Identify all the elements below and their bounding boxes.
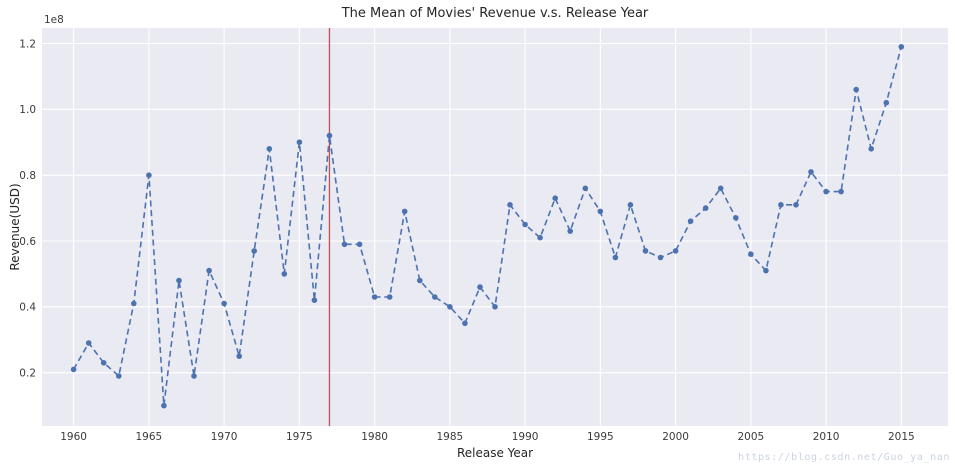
data-point-marker [808,169,814,175]
x-tick-label: 1980 [361,431,388,443]
data-point-marker [672,248,679,254]
data-point-marker [868,146,874,152]
x-tick-label: 2005 [737,431,764,443]
data-point-marker [627,202,634,208]
watermark-url: https://blog.csdn.net/Guo_ya_nan [738,452,950,463]
chart-title: The Mean of Movies' Revenue v.s. Release… [341,6,649,21]
mean-revenue-series [70,44,905,409]
y-tick-label: 0.6 [19,236,36,248]
data-point-marker [612,254,619,261]
data-point-marker [492,304,498,310]
x-tick-label: 1970 [211,431,238,443]
data-point-marker [146,172,152,178]
data-point-marker [191,373,197,379]
x-tick-label: 1985 [436,431,463,443]
data-point-marker [522,221,528,228]
data-point-marker [417,277,423,284]
data-point-marker [823,188,829,195]
y-tick-label: 0.8 [19,170,36,182]
data-point-marker [236,353,242,360]
data-point-marker [582,185,589,192]
data-point-marker [266,146,273,152]
data-point-marker [356,241,363,248]
data-point-marker [898,44,905,50]
y-tick-label: 1.0 [19,104,36,116]
data-point-marker [597,208,604,215]
data-point-marker [70,366,77,373]
data-point-marker [778,202,784,208]
data-point-marker [838,188,844,195]
y-tick-label: 0.4 [19,302,36,314]
data-point-marker [221,300,227,307]
data-point-marker [883,99,890,106]
y-tick-label: 1.2 [19,38,36,50]
data-point-marker [371,294,378,300]
data-point-marker [642,248,649,254]
data-point-marker [161,402,167,409]
data-point-marker [853,86,859,93]
data-point-marker [477,284,483,290]
data-point-marker [341,241,348,248]
y-axis-title: Revenue(USD) [8,183,22,270]
data-point-marker [131,300,137,307]
data-point-marker [702,205,709,211]
data-point-marker [326,132,333,139]
revenue-dashed-line [72,46,903,406]
data-point-marker [100,360,107,366]
data-point-marker [401,208,408,215]
data-point-marker [462,320,468,327]
data-point-marker [386,294,393,300]
plot-area [42,28,948,426]
data-point-marker [116,373,122,379]
data-point-marker [206,267,212,274]
data-point-marker [552,195,558,201]
x-tick-label: 1965 [135,431,162,443]
x-axis-title: Release Year [457,446,533,460]
x-tick-label: 1960 [60,431,87,443]
data-point-marker [281,271,288,277]
data-point-marker [657,254,664,261]
data-point-marker [432,294,438,300]
data-point-marker [717,185,724,192]
data-point-marker [537,234,543,241]
data-point-marker [763,267,769,274]
data-point-marker [447,304,453,310]
data-point-marker [733,215,739,221]
x-axis-ticks: 1960 1965 1970 1975 1980 1985 1990 1995 2000 2005… [60,431,914,443]
y-axis-ticks: 0.2 0.4 0.6 0.8 1.0 1.2 [19,38,36,379]
data-point-marker [748,251,754,257]
x-tick-label: 1975 [286,431,313,443]
data-point-marker [85,340,92,346]
x-tick-label: 1995 [587,431,614,443]
data-point-marker [176,277,182,284]
data-point-marker [507,202,513,208]
x-tick-label: 2010 [813,431,840,443]
y-tick-label: 0.2 [19,367,36,379]
data-point-marker [793,202,799,208]
data-point-marker [567,228,573,234]
y-axis-offset-label: 1e8 [44,14,64,26]
x-tick-label: 2015 [888,431,915,443]
data-point-marker [311,297,318,304]
data-point-marker [251,248,257,254]
x-tick-label: 2000 [662,431,689,443]
x-tick-label: 1990 [512,431,539,443]
data-point-marker [687,218,694,224]
data-point-marker [296,139,303,145]
